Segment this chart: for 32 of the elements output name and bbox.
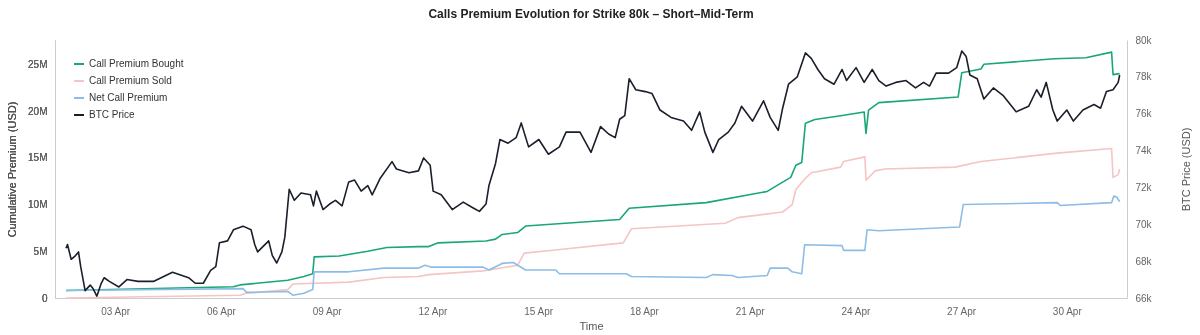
x-tick-label: 03 Apr (101, 305, 131, 317)
x-tick-label: 18 Apr (629, 305, 660, 317)
y-tick-label: 15M (28, 152, 48, 164)
y2-tick-label: 78k (1135, 71, 1153, 83)
x-tick-label: 21 Apr (735, 305, 766, 317)
x-tick-label: 06 Apr (206, 305, 237, 317)
x-tick-label: 24 Apr (841, 305, 871, 317)
legend-label: BTC Price (89, 109, 135, 120)
y-axis-title: Cumulative Premium (USD) (6, 101, 19, 238)
x-axis-title: Time (579, 319, 604, 332)
chart-title: Calls Premium Evolution for Strike 80k – Short–Mid-Term (428, 7, 754, 21)
y2-tick-label: 76k (1135, 108, 1153, 120)
y2-tick-label: 68k (1135, 255, 1153, 267)
y2-tick-label: 72k (1135, 181, 1153, 193)
y-tick-label: 20M (28, 105, 48, 117)
x-tick-label: 15 Apr (524, 305, 554, 317)
y2-axis-title: BTC Price (USD) (1179, 127, 1192, 212)
y-tick-label: 0 (41, 292, 48, 304)
x-tick-label: 27 Apr (947, 305, 977, 317)
x-tick-label: 30 Apr (1052, 305, 1083, 317)
x-tick-label: 12 Apr (418, 305, 449, 317)
y-tick-label: 10M (28, 199, 48, 211)
legend-label: Net Call Premium (89, 92, 168, 103)
y2-tick-label: 66k (1135, 292, 1153, 304)
x-tick-label: 09 Apr (312, 305, 343, 317)
y-tick-label: 25M (28, 58, 48, 70)
y2-tick-label: 74k (1135, 145, 1153, 157)
legend-label: Call Premium Bought (89, 58, 184, 69)
y-tick-label: 5M (33, 245, 48, 257)
legend-label: Call Premium Sold (89, 75, 172, 86)
y2-tick-label: 70k (1135, 218, 1153, 230)
y2-tick-label: 80k (1135, 34, 1153, 46)
